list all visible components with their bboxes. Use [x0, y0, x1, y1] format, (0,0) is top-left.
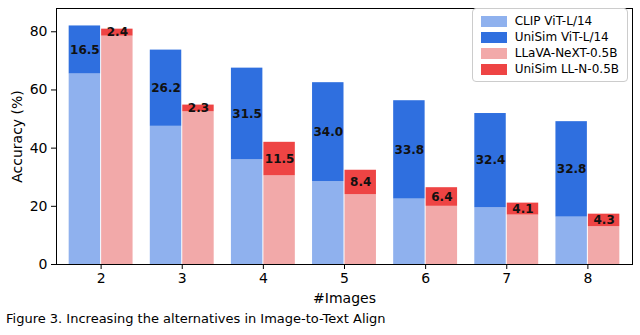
svg-text:32.8: 32.8: [557, 162, 587, 176]
svg-text:6.4: 6.4: [431, 190, 452, 204]
svg-text:20: 20: [30, 198, 48, 214]
html-text:UniSim LL-N-0.5B: UniSim LL-N-0.5B: [514, 62, 619, 76]
svg-text:4: 4: [259, 270, 268, 286]
svg-text:40: 40: [30, 140, 48, 156]
svg-text:2: 2: [97, 270, 106, 286]
svg-text:11.5: 11.5: [265, 152, 295, 166]
svg-text:4.1: 4.1: [512, 202, 533, 216]
svg-text:6: 6: [421, 270, 430, 286]
svg-text:2.4: 2.4: [107, 25, 128, 39]
svg-text:31.5: 31.5: [232, 107, 262, 121]
svg-text:2.3: 2.3: [188, 101, 209, 115]
svg-text:3: 3: [178, 270, 187, 286]
html-text:UniSim ViT-L/14: UniSim ViT-L/14: [514, 30, 609, 44]
html-text:LLaVA-NeXT-0.5B: LLaVA-NeXT-0.5B: [514, 46, 618, 60]
svg-text:26.2: 26.2: [151, 81, 181, 95]
svg-text:60: 60: [30, 81, 48, 97]
svg-text:0: 0: [39, 256, 48, 272]
svg-text:4.3: 4.3: [593, 213, 614, 227]
html-text:Figure 3. Increasing the alter: Figure 3. Increasing the alternatives in…: [6, 311, 386, 326]
svg-text:#Images: #Images: [313, 290, 376, 306]
svg-text:7: 7: [502, 270, 511, 286]
svg-text:8: 8: [583, 270, 592, 286]
svg-text:5: 5: [340, 270, 349, 286]
svg-text:16.5: 16.5: [70, 43, 100, 57]
svg-text:80: 80: [30, 23, 48, 39]
svg-text:32.4: 32.4: [476, 153, 506, 167]
svg-text:34.0: 34.0: [313, 125, 343, 139]
svg-text:Accuracy (%): Accuracy (%): [9, 90, 25, 183]
svg-text:8.4: 8.4: [350, 175, 371, 189]
html-text:CLIP ViT-L/14: CLIP ViT-L/14: [514, 14, 593, 28]
svg-text:33.8: 33.8: [395, 143, 425, 157]
